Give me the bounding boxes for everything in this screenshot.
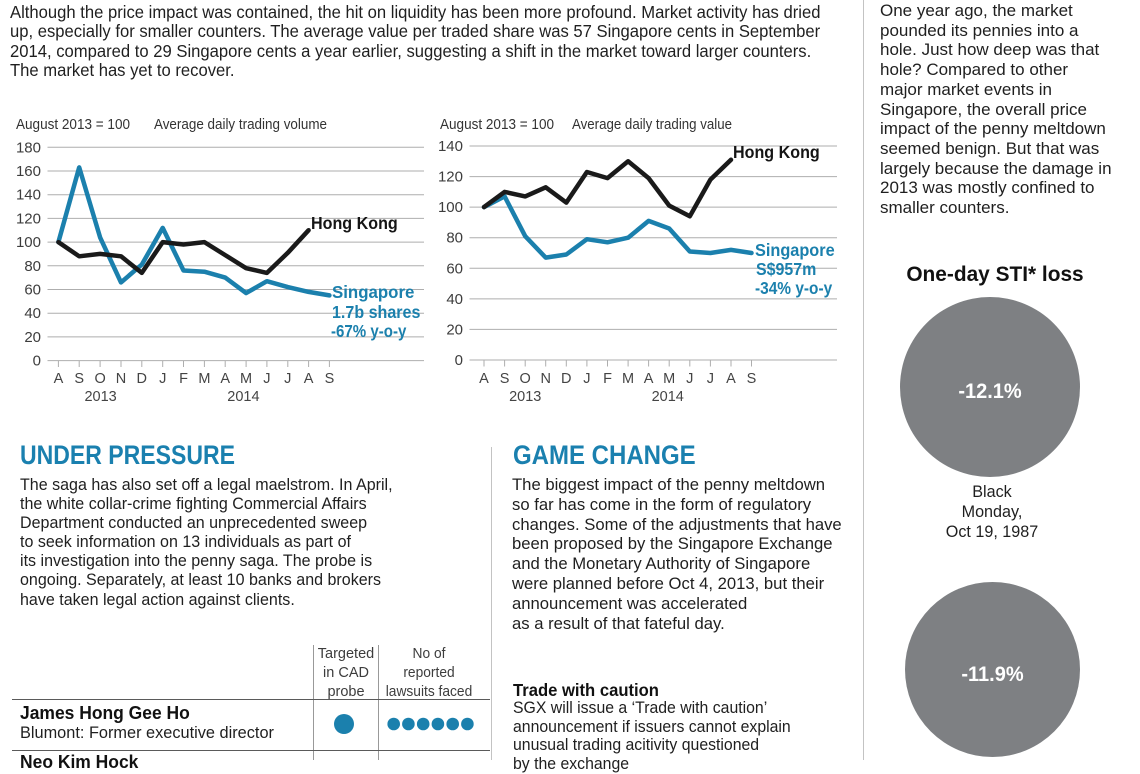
svg-text:Average daily trading value: Average daily trading value [572, 117, 732, 133]
svg-text:N: N [116, 371, 126, 387]
svg-text:100: 100 [438, 199, 463, 216]
svg-text:Average daily trading volume: Average daily trading volume [154, 117, 327, 133]
svg-text:120: 120 [16, 210, 41, 227]
svg-text:140: 140 [438, 138, 463, 155]
svg-text:160: 160 [16, 163, 41, 180]
svg-text:60: 60 [24, 282, 41, 299]
svg-text:F: F [179, 371, 188, 387]
svg-text:0: 0 [455, 352, 463, 369]
svg-text:20: 20 [24, 329, 41, 346]
svg-text:N: N [540, 371, 550, 387]
svg-text:M: M [198, 371, 210, 387]
svg-text:S: S [74, 371, 84, 387]
svg-text:120: 120 [438, 169, 463, 186]
svg-text:40: 40 [446, 291, 463, 308]
svg-text:August 2013 = 100: August 2013 = 100 [16, 117, 130, 133]
svg-text:140: 140 [16, 187, 41, 204]
svg-text:2013: 2013 [84, 389, 116, 405]
svg-text:O: O [520, 371, 531, 387]
svg-text:S: S [747, 371, 757, 387]
svg-text:A: A [479, 371, 489, 387]
svg-text:D: D [561, 371, 571, 387]
svg-text:J: J [159, 371, 166, 387]
svg-text:J: J [686, 371, 693, 387]
svg-text:M: M [240, 371, 252, 387]
svg-text:100: 100 [16, 234, 41, 251]
svg-text:August 2013 = 100: August 2013 = 100 [440, 117, 554, 133]
svg-text:20: 20 [446, 321, 463, 338]
svg-text:M: M [663, 371, 675, 387]
svg-text:D: D [137, 371, 147, 387]
svg-text:A: A [54, 371, 64, 387]
svg-text:J: J [707, 371, 714, 387]
svg-text:A: A [220, 371, 230, 387]
svg-text:S: S [325, 371, 335, 387]
svg-text:J: J [583, 371, 590, 387]
svg-text:A: A [726, 371, 736, 387]
svg-text:J: J [284, 371, 291, 387]
svg-text:2013: 2013 [509, 389, 541, 405]
svg-text:M: M [622, 371, 634, 387]
svg-text:180: 180 [16, 139, 41, 156]
svg-text:O: O [94, 371, 105, 387]
svg-text:40: 40 [24, 305, 41, 322]
svg-text:80: 80 [24, 258, 41, 275]
svg-text:80: 80 [446, 230, 463, 247]
svg-text:J: J [263, 371, 270, 387]
svg-text:2014: 2014 [227, 389, 259, 405]
svg-text:S: S [500, 371, 510, 387]
svg-text:F: F [603, 371, 612, 387]
svg-text:0: 0 [33, 353, 41, 370]
svg-text:A: A [304, 371, 314, 387]
svg-text:60: 60 [446, 260, 463, 277]
svg-text:2014: 2014 [652, 389, 684, 405]
svg-text:A: A [644, 371, 654, 387]
